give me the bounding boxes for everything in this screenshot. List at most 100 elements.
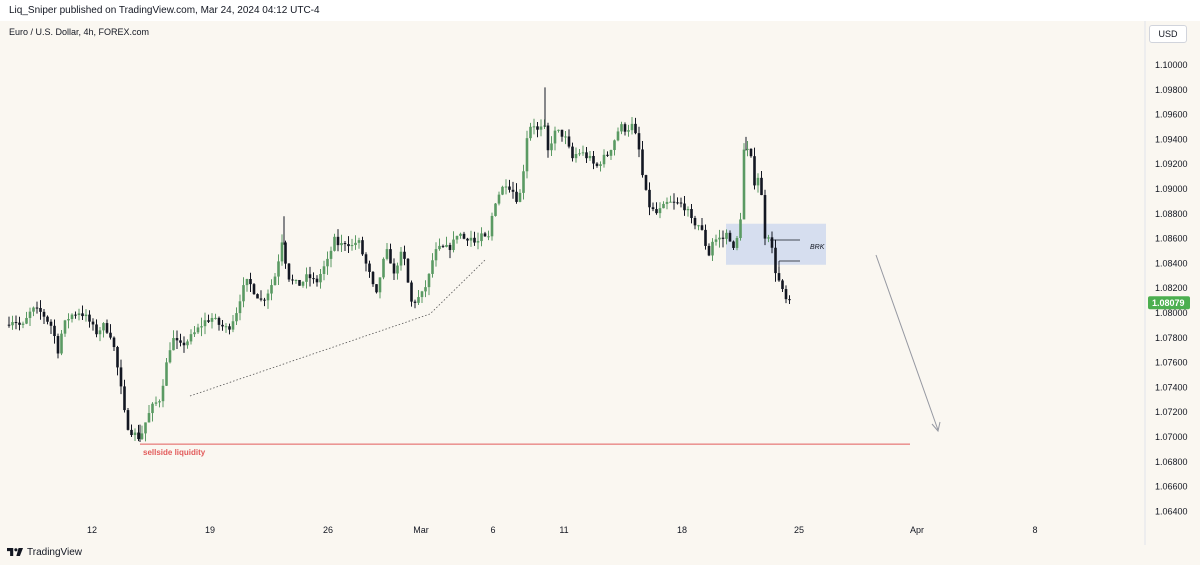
candle-body — [343, 243, 347, 245]
candle-body — [651, 207, 655, 210]
candle-body — [403, 251, 406, 259]
candle-body — [777, 273, 781, 281]
candle-body — [116, 347, 119, 368]
candle-body — [536, 126, 539, 130]
candle-body — [424, 287, 427, 292]
candle-body — [172, 338, 175, 351]
candle-body — [581, 152, 585, 154]
candle-body — [21, 323, 25, 325]
candle-body — [553, 130, 557, 144]
candle-body — [256, 294, 259, 299]
candle-body — [305, 274, 308, 282]
candle-body — [32, 307, 35, 312]
candle-body — [28, 311, 32, 318]
candle-body — [238, 301, 242, 314]
candle-body — [46, 316, 49, 322]
y-tick-label: 1.06400 — [1155, 506, 1188, 516]
candle-body — [686, 209, 690, 211]
candle-body — [592, 155, 595, 164]
candle-body — [273, 276, 277, 286]
candle-body — [91, 321, 95, 325]
candle-body — [189, 334, 193, 342]
candle-body — [641, 149, 644, 176]
y-tick-label: 1.09000 — [1155, 184, 1188, 194]
candle-body — [788, 299, 791, 301]
y-tick-label: 1.08600 — [1155, 234, 1188, 244]
candle-body — [529, 126, 532, 139]
candle-body — [630, 123, 634, 131]
candle-body — [245, 278, 249, 286]
candle-body — [301, 281, 305, 286]
candle-body — [714, 239, 718, 242]
candle-body — [609, 150, 613, 156]
candle-body — [228, 326, 231, 330]
candle-body — [336, 236, 340, 246]
candle-body — [326, 258, 329, 267]
candle-body — [207, 320, 210, 322]
candle-body — [196, 327, 200, 333]
candle-body — [634, 123, 637, 134]
candle-body — [84, 314, 88, 317]
candle-body — [781, 280, 784, 290]
candle-body — [193, 332, 196, 335]
candle-body — [532, 126, 536, 128]
candle-body — [350, 245, 354, 247]
candle-body — [312, 278, 315, 280]
candle-body — [459, 233, 462, 236]
candle-body — [347, 244, 350, 247]
candle-body — [480, 233, 483, 242]
chart-area[interactable] — [0, 21, 1200, 565]
candle-body — [578, 153, 581, 155]
candle-body — [756, 177, 760, 186]
candle-body — [557, 129, 560, 131]
candle-body — [441, 245, 445, 247]
candle-body — [410, 282, 413, 302]
candle-body — [679, 202, 683, 204]
candle-body — [620, 124, 623, 132]
candle-body — [315, 278, 319, 283]
candle-body — [735, 237, 739, 248]
candle-body — [144, 422, 147, 434]
candle-body — [112, 337, 116, 348]
candle-body — [249, 278, 252, 285]
candle-body — [662, 203, 665, 209]
candle-body — [123, 386, 126, 411]
y-tick-label: 1.09200 — [1155, 159, 1188, 169]
candle-body — [448, 244, 452, 251]
candle-body — [186, 341, 189, 346]
candle-body — [277, 261, 280, 277]
candle-body — [606, 154, 609, 156]
candle-body — [560, 129, 564, 137]
candle-body — [697, 225, 700, 227]
candle-body — [102, 323, 105, 331]
candle-body — [161, 385, 165, 402]
candle-body — [354, 242, 357, 246]
candle-body — [613, 140, 616, 151]
candle-body — [14, 322, 18, 324]
candle-body — [616, 131, 620, 141]
currency-button[interactable]: USD — [1149, 25, 1187, 43]
candle-body — [721, 237, 725, 239]
candle-body — [67, 319, 70, 321]
candle-body — [137, 432, 140, 440]
candle-body — [130, 429, 133, 436]
sellside-liquidity-label: sellside liquidity — [143, 448, 206, 457]
candle-body — [784, 289, 788, 300]
candle-body — [217, 317, 221, 325]
candle-body — [728, 232, 732, 242]
candle-body — [501, 186, 504, 195]
candle-body — [574, 153, 578, 159]
candle-body — [319, 273, 322, 283]
y-tick-label: 1.07000 — [1155, 432, 1188, 442]
candle-body — [298, 279, 301, 286]
candle-body — [658, 208, 662, 214]
candle-body — [417, 297, 420, 303]
candle-body — [210, 317, 214, 322]
candle-body — [392, 263, 396, 274]
candle-body — [546, 125, 550, 151]
tradingview-logo-icon — [7, 548, 23, 556]
candle-body — [340, 243, 343, 246]
last-price-label: 1.08079 — [1152, 298, 1185, 308]
y-tick-label: 1.09800 — [1155, 85, 1188, 95]
